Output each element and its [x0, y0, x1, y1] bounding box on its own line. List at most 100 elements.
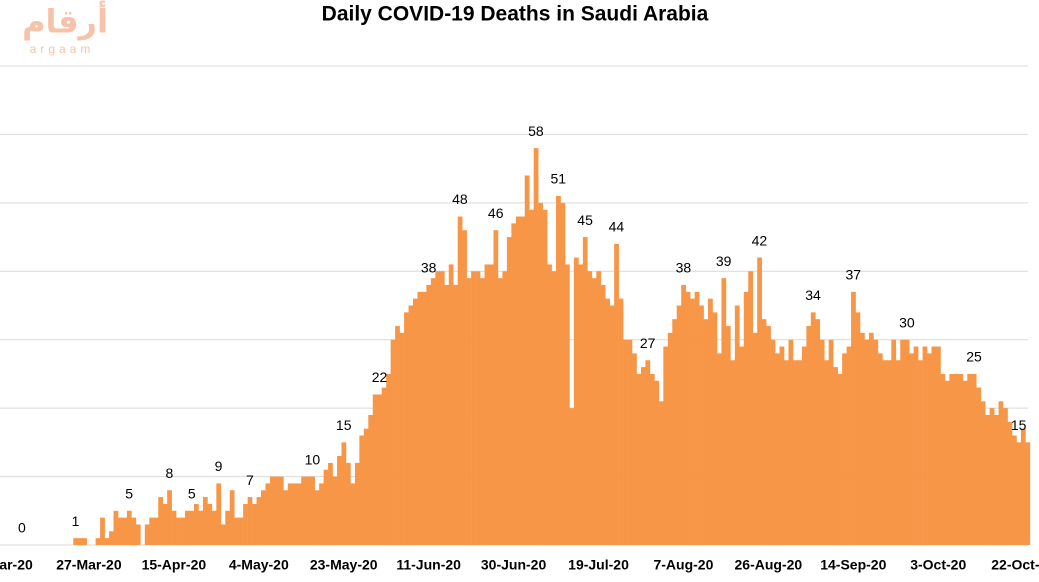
bar	[417, 291, 423, 545]
bar	[439, 271, 445, 545]
bar	[310, 476, 315, 545]
bar	[998, 401, 1004, 545]
bar	[627, 339, 633, 545]
bar	[748, 271, 754, 545]
bar	[117, 517, 123, 545]
bar	[345, 462, 351, 545]
bar	[502, 271, 508, 545]
bar	[775, 353, 780, 545]
bar	[842, 353, 847, 545]
data-label: 58	[528, 123, 544, 139]
bar	[252, 503, 257, 545]
bar	[730, 360, 736, 545]
bar	[314, 490, 320, 545]
bar	[448, 264, 454, 545]
bar	[699, 305, 704, 545]
bar	[180, 517, 186, 545]
bar	[372, 394, 378, 545]
bar	[176, 517, 181, 545]
data-label: 51	[550, 171, 566, 187]
bar	[931, 346, 937, 545]
bar	[582, 237, 588, 546]
data-label: 25	[966, 349, 982, 365]
bar	[971, 373, 977, 545]
bar	[337, 456, 342, 545]
bar	[886, 360, 892, 545]
bar	[104, 538, 110, 545]
bar	[940, 373, 946, 545]
data-label: 9	[215, 458, 223, 474]
bar	[243, 503, 248, 545]
bar	[694, 291, 700, 545]
bar	[261, 490, 266, 545]
bar	[1016, 442, 1022, 545]
bar	[278, 476, 284, 545]
bar	[189, 510, 195, 545]
bar	[846, 346, 852, 545]
bar	[645, 360, 651, 545]
bar	[122, 517, 128, 545]
bar	[752, 332, 758, 545]
bar	[95, 538, 101, 545]
bar	[390, 339, 396, 545]
bar	[784, 360, 789, 545]
bar	[462, 230, 467, 545]
bar	[944, 380, 950, 545]
bar	[770, 339, 776, 545]
data-label: 37	[846, 267, 862, 283]
bar	[953, 373, 959, 545]
bar	[560, 202, 566, 545]
data-label: 42	[752, 232, 768, 248]
bar	[475, 271, 481, 545]
bar	[216, 483, 222, 545]
bar	[265, 483, 271, 545]
bar	[663, 346, 669, 545]
bar	[493, 230, 499, 545]
bar	[672, 319, 678, 545]
bar	[824, 360, 830, 545]
data-label: 22	[372, 369, 388, 385]
bar	[935, 346, 941, 545]
bar	[927, 353, 932, 545]
bar	[578, 264, 584, 545]
bar	[185, 510, 190, 545]
bar	[860, 332, 865, 545]
bar	[162, 503, 168, 545]
bar	[73, 538, 79, 545]
bar	[900, 339, 906, 545]
bar	[980, 401, 986, 545]
data-label: 0	[18, 520, 26, 536]
bar	[877, 353, 883, 545]
x-tick-label: 11-Jun-20	[396, 557, 461, 573]
bar	[815, 319, 821, 545]
bar	[301, 476, 307, 545]
bar	[480, 278, 485, 545]
data-label: 44	[609, 219, 625, 235]
bar	[444, 284, 450, 545]
x-tick-label: 7-Aug-20	[653, 557, 713, 573]
bar	[354, 462, 360, 545]
bar	[435, 271, 441, 545]
bar	[1025, 442, 1031, 545]
bar	[131, 517, 137, 545]
data-label: 15	[1011, 417, 1027, 433]
bar	[564, 264, 570, 545]
bar	[305, 476, 311, 545]
bar	[819, 339, 825, 545]
bar	[466, 278, 472, 545]
bar	[708, 298, 713, 545]
bar	[976, 387, 981, 545]
data-label: 8	[165, 465, 173, 481]
data-label: 48	[452, 191, 468, 207]
bar	[421, 291, 427, 545]
bar	[430, 278, 436, 545]
bar	[220, 524, 226, 545]
bar	[873, 339, 879, 545]
data-label: 7	[246, 472, 254, 488]
bar	[864, 339, 870, 545]
bar	[734, 305, 740, 545]
x-tick-label: 22-Oct-20	[991, 557, 1039, 573]
x-tick-label: 23-May-20	[310, 557, 378, 573]
bar	[1007, 421, 1013, 545]
bar	[529, 209, 534, 545]
